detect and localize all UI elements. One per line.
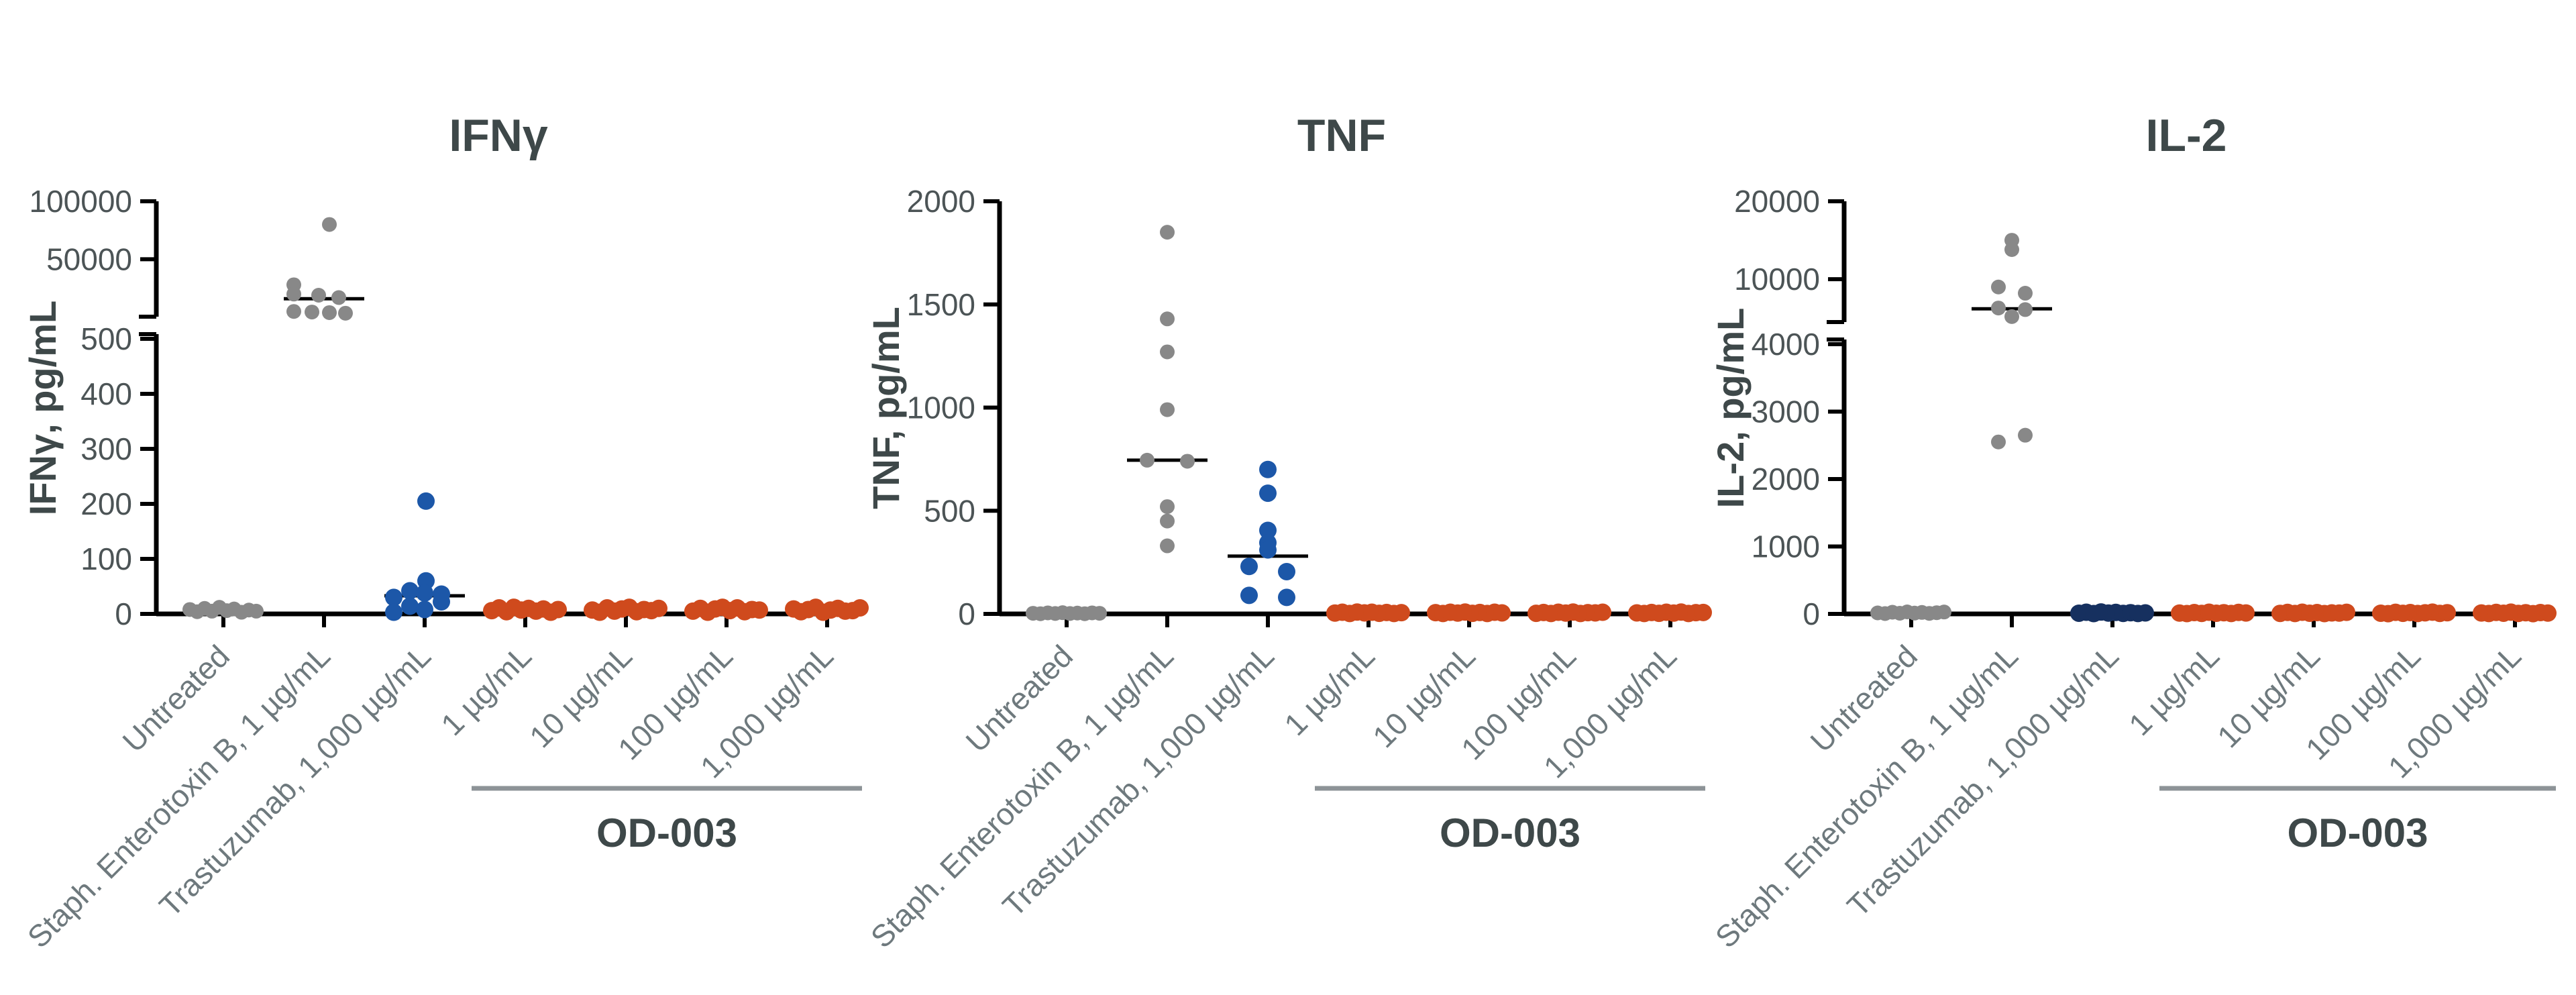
y-tick-label: 2000 [907, 184, 975, 219]
data-point [751, 601, 768, 619]
data-point [1278, 562, 1295, 580]
data-point [1695, 603, 1712, 621]
y-tick-label: 400 [80, 376, 132, 411]
y-tick-label: 500 [924, 493, 975, 528]
y-tick-label: 1500 [907, 287, 975, 322]
data-point [2004, 242, 2019, 257]
data-point [1259, 484, 1277, 503]
data-point [305, 305, 319, 320]
data-point [2018, 286, 2033, 301]
y-tick-label: 500 [80, 321, 132, 356]
data-point [2137, 604, 2154, 622]
y-tick-label: 2000 [1752, 462, 1820, 496]
data-point [401, 582, 419, 600]
data-point [338, 305, 353, 321]
data-point [1140, 452, 1155, 468]
data-point [416, 600, 433, 619]
data-point [549, 600, 567, 619]
data-point [2438, 604, 2456, 622]
data-point [311, 288, 326, 303]
y-tick-label: 1000 [907, 390, 975, 425]
data-point [417, 492, 435, 510]
data-point [851, 598, 869, 617]
data-point [1160, 311, 1175, 327]
y-tick-label: 20000 [1734, 184, 1820, 219]
y-tick-label: 0 [1803, 596, 1820, 631]
y-tick-label: 0 [958, 596, 975, 631]
data-point [322, 305, 337, 320]
y-tick-label: 10000 [1734, 262, 1820, 297]
data-point [1493, 604, 1511, 622]
data-point [2338, 603, 2355, 621]
data-point [416, 584, 433, 602]
data-point [1393, 604, 1410, 622]
y-tick-label: 200 [80, 486, 132, 521]
data-point [1160, 344, 1175, 360]
x-category-label: 1 µg/mL [2122, 638, 2226, 742]
data-point [2018, 427, 2033, 443]
data-point [1594, 603, 1611, 621]
data-point [385, 588, 402, 607]
data-point [1259, 460, 1277, 478]
data-point [249, 603, 264, 619]
data-point [322, 217, 337, 232]
y-axis-label: IL-2, pg/mL [1709, 308, 1752, 509]
panel-title: IL-2 [2146, 110, 2227, 161]
od003-label: OD-003 [596, 810, 737, 855]
y-tick-label: 3000 [1752, 395, 1820, 429]
x-category-label: 1 µg/mL [1277, 638, 1381, 742]
data-point [1180, 454, 1195, 469]
data-point [1259, 521, 1277, 539]
data-point [2237, 604, 2255, 622]
data-point [1259, 541, 1277, 559]
data-point [1991, 279, 2006, 295]
data-point [1240, 586, 1258, 605]
data-point [2018, 302, 2033, 317]
data-point [1937, 605, 1951, 620]
data-point [401, 597, 419, 615]
y-tick-label: 100000 [30, 184, 133, 219]
x-category-label: 1 µg/mL [434, 638, 538, 742]
panel-title: TNF [1297, 110, 1386, 161]
data-point [650, 599, 667, 617]
y-tick-label: 100 [80, 541, 132, 576]
y-tick-label: 0 [115, 596, 132, 631]
panel-ifng: IFNγ IFNγ, pg/mL 0 100 200 300 400 500 50000 1000… [21, 110, 869, 955]
y-tick-label: 50000 [46, 242, 132, 276]
data-point [1092, 606, 1107, 621]
data-point [2004, 309, 2019, 324]
data-point [1160, 538, 1175, 554]
data-point [385, 603, 402, 621]
data-point [1160, 499, 1175, 515]
data-point [1160, 225, 1175, 240]
panel-il2: IL-2 IL-2, pg/mL 0 1000 2000 3000 4000 10000 200… [1709, 110, 2557, 955]
data-point [286, 304, 301, 319]
data-point [1991, 301, 2006, 316]
panel-title: IFNγ [449, 110, 548, 161]
data-point [286, 286, 301, 302]
data-point [2539, 604, 2557, 622]
od003-label: OD-003 [2287, 810, 2428, 855]
data-point [331, 290, 346, 305]
data-point [1160, 513, 1175, 529]
od003-label: OD-003 [1440, 810, 1580, 855]
data-point [433, 592, 450, 611]
data-point [1240, 558, 1258, 576]
y-tick-label: 4000 [1752, 327, 1820, 362]
y-axis-label: IFNγ, pg/mL [21, 301, 64, 515]
data-point [1278, 588, 1295, 607]
y-tick-label: 300 [80, 431, 132, 466]
data-point [1991, 434, 2006, 450]
y-axis-label: TNF, pg/mL [865, 307, 907, 509]
y-tick-label: 1000 [1752, 529, 1820, 564]
data-point [1160, 402, 1175, 417]
